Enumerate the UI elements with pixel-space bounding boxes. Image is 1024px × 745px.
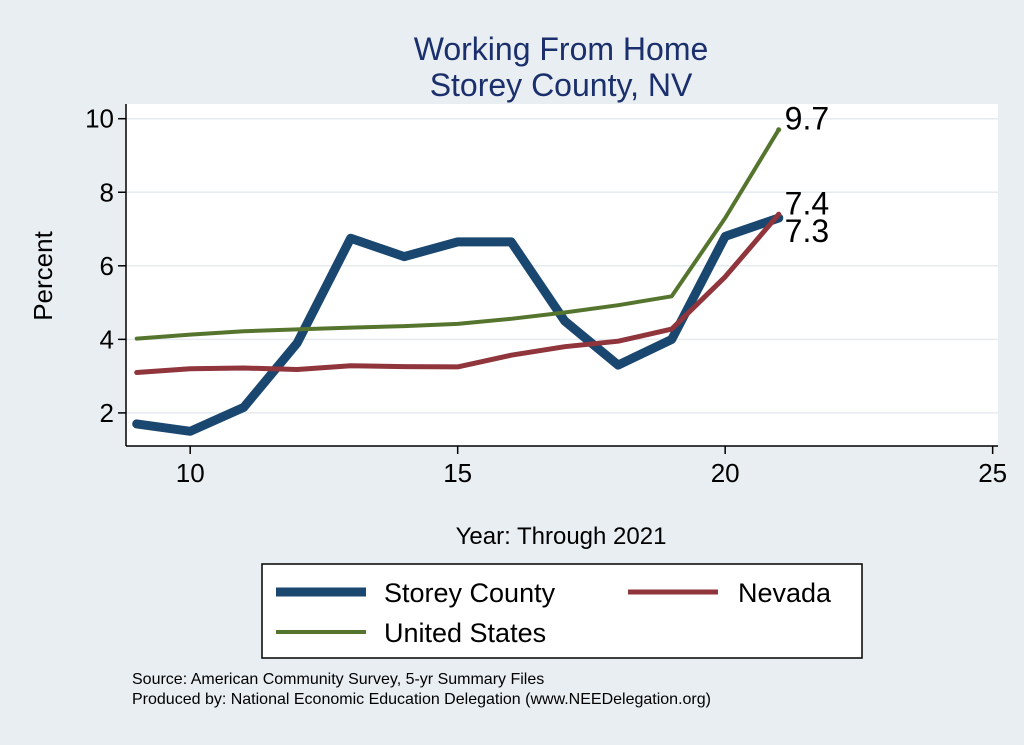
chart-title: Working From Home <box>414 31 709 67</box>
x-tick-label: 20 <box>711 458 740 488</box>
axes: 2 4 6 8 10 10 15 20 25 <box>85 104 1007 488</box>
end-label: 7.3 <box>785 213 829 249</box>
series-line-nevada <box>134 211 782 375</box>
y-tick-label: 8 <box>100 177 114 207</box>
legend-label-us: United States <box>384 618 546 648</box>
source-line-2: Produced by: National Economic Education… <box>132 691 711 708</box>
legend-label-nevada: Nevada <box>738 578 832 608</box>
legend-label-storey: Storey County <box>384 578 556 608</box>
legend-box <box>261 563 863 659</box>
series-line-united-states <box>134 127 781 341</box>
x-axis-label: Year: Through 2021 <box>456 523 667 550</box>
y-tick-label: 4 <box>100 324 114 354</box>
end-labels: 7.37.4 9.7 <box>785 101 829 249</box>
y-tick-label: 2 <box>100 398 114 428</box>
legend: Storey County Nevada United States <box>261 563 863 659</box>
y-tick-label: 6 <box>100 251 114 281</box>
series-end-marker <box>776 211 782 217</box>
x-tick-label: 15 <box>443 458 472 488</box>
line-chart: Working From Home Storey County, NV 2 4 6 8… <box>28 31 1007 659</box>
y-axis-label: Percent <box>28 230 58 320</box>
y-tick-label: 10 <box>85 104 114 134</box>
chart-subtitle: Storey County, NV <box>430 67 693 103</box>
source-note: Source: American Community Survey, 5-yr … <box>132 670 711 710</box>
x-tick-label: 25 <box>978 458 1007 488</box>
x-tick-label: 10 <box>176 458 205 488</box>
series-line-storey-county <box>132 213 784 436</box>
end-label: 7.4 <box>785 185 829 221</box>
end-label: 9.7 <box>785 101 829 137</box>
series-lines <box>132 127 784 436</box>
grid-lines <box>126 117 998 414</box>
series-end-marker <box>776 127 782 133</box>
plot-area <box>126 104 998 446</box>
source-line-1: Source: American Community Survey, 5-yr … <box>132 671 545 688</box>
